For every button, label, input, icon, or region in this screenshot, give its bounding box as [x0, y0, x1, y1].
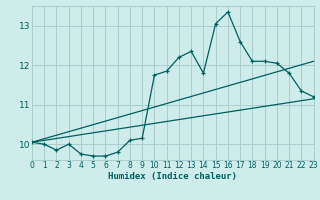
- X-axis label: Humidex (Indice chaleur): Humidex (Indice chaleur): [108, 172, 237, 181]
